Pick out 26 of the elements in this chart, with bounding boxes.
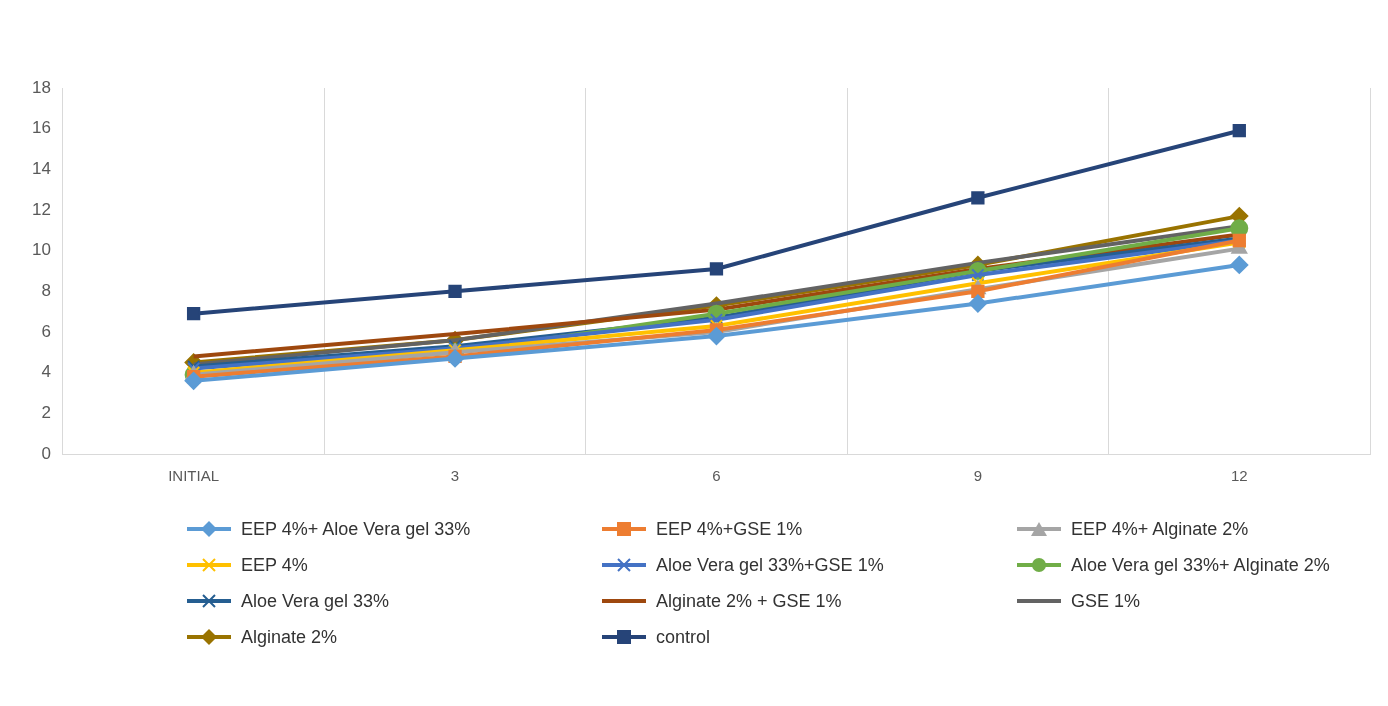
y-tick-label: 16 — [31, 118, 51, 138]
legend-label: EEP 4% — [241, 554, 308, 576]
legend-label: EEP 4%+ Aloe Vera gel 33% — [241, 518, 471, 540]
legend-label: Alginate 2% + GSE 1% — [656, 590, 842, 612]
y-tick-label: 12 — [31, 199, 51, 219]
legend-label: control — [656, 626, 711, 648]
x-tick-label: 9 — [973, 467, 983, 485]
x-tick-label: 3 — [450, 467, 460, 485]
y-tick-label: 14 — [31, 159, 51, 179]
y-tick-label: 10 — [31, 240, 51, 260]
y-tick-label: 0 — [41, 443, 51, 463]
x-tick-label: INITIAL — [168, 467, 220, 485]
legend-label: EEP 4%+ Alginate 2% — [1071, 518, 1249, 540]
y-tick-label: 4 — [41, 362, 51, 382]
legend-label: Aloe Vera gel 33%+ Alginate 2% — [1071, 554, 1330, 576]
legend-label: EEP 4%+GSE 1% — [656, 518, 803, 540]
y-tick-label: 6 — [41, 321, 51, 341]
legend-label: Aloe Vera gel 33% — [241, 590, 390, 612]
legend-label: GSE 1% — [1071, 590, 1141, 612]
y-tick-label: 18 — [31, 77, 51, 97]
x-tick-label: 6 — [712, 467, 721, 485]
legend-label: Alginate 2% — [241, 626, 338, 648]
legend-label: Aloe Vera gel 33%+GSE 1% — [656, 554, 884, 576]
x-tick-label: 12 — [1230, 467, 1248, 485]
y-tick-label: 8 — [41, 281, 51, 301]
y-tick-label: 2 — [41, 403, 51, 423]
